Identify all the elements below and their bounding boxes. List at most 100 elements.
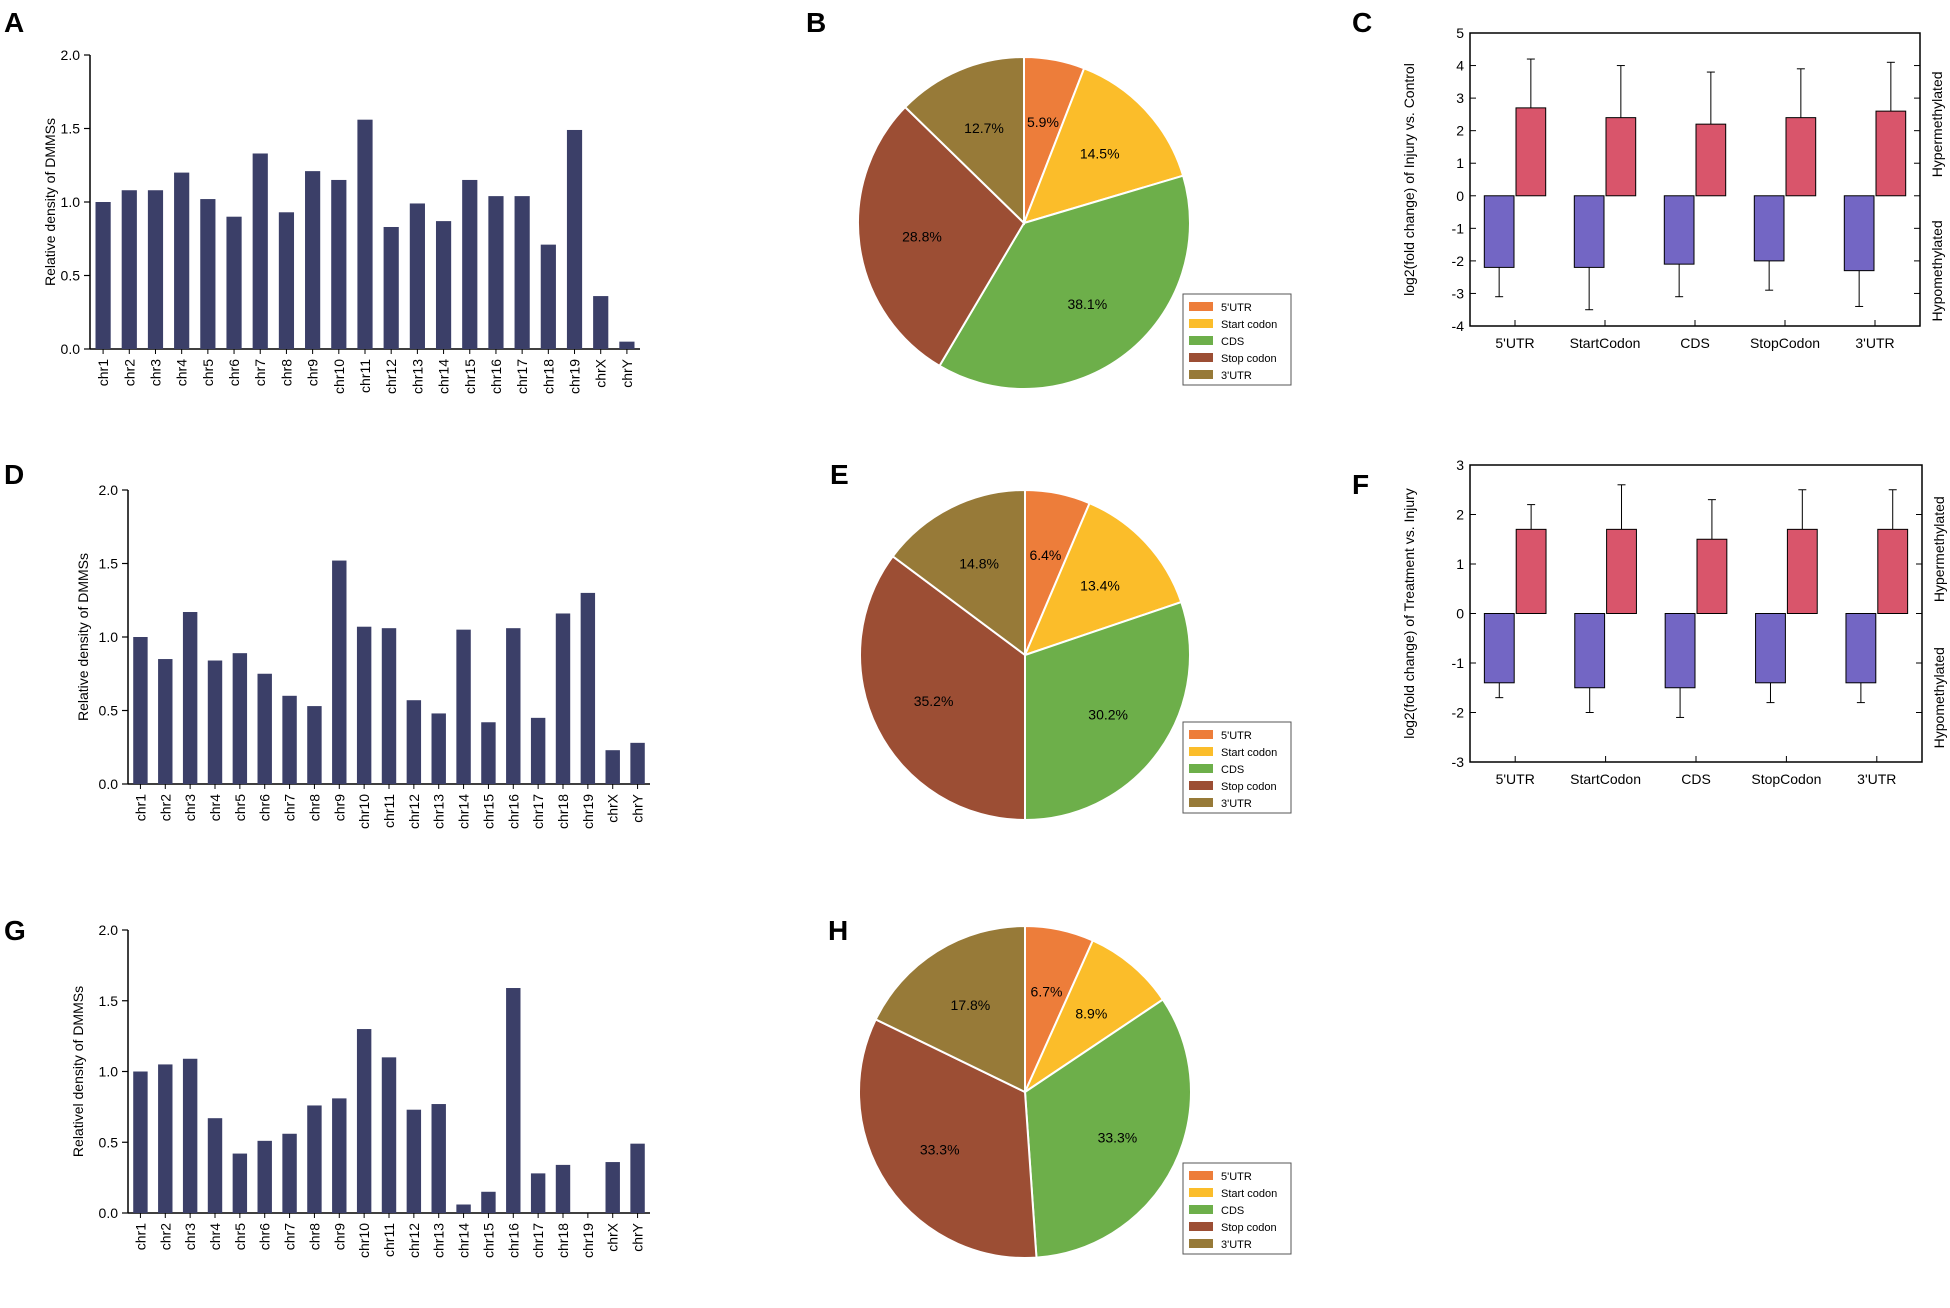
bar-chr19 [580,592,596,784]
panel-h: H 6.7% 8.9% 33.3% 33.3% 17.8% 5'UTR Start codon… [828,915,1292,1259]
x-tick-label-chr14: chr14 [456,794,472,829]
legend-swatch-start-codon [1189,747,1213,756]
bar-hypermethylated-cds [1696,538,1728,614]
x-tick-label-chr13: chr13 [431,1223,447,1258]
bar-chr5 [232,1153,248,1213]
legend-label-5-utr: 5'UTR [1221,730,1252,742]
y-tick-label: 2 [1456,507,1464,523]
diverging-bar-chart-f: -3 -2 -1 0 1 2 3 5'UTR StartCodon CDS StopCodon 3'U… [1401,457,1947,787]
x-tick-label-chr4: chr4 [207,1223,223,1250]
bar-chr15 [481,1191,496,1213]
pie-slice-start-codon [1022,66,1185,225]
pie-slice-3-utr [903,55,1025,226]
panel-g: G 0.0 0.5 1.0 1.5 2.0 chr1 chr2 chr3 chr4 chr5 chr6… [4,915,650,1258]
y-tick-label: -2 [1452,705,1465,721]
bar-chr4 [207,660,223,784]
bar-chrX [593,296,609,349]
bar-hypomethylated-5-utr [1483,195,1515,268]
y-tick-label: -3 [1452,285,1465,301]
bar-chr17 [514,196,530,349]
x-tick-label-chr9: chr9 [331,794,347,821]
legend-swatch-3-utr [1189,370,1213,379]
y-tick-label: 5 [1456,25,1464,41]
legend-label-3-utr: 3'UTR [1221,798,1252,810]
y-tick-label: -3 [1452,754,1465,770]
bar-chr18 [540,244,556,349]
bar-hypomethylated-5-utr [1483,613,1515,684]
legend-label-start-codon: Start codon [1221,747,1277,759]
x-tick-label-chr13: chr13 [409,359,425,394]
x-tick-label-chr5: chr5 [200,359,216,386]
x-tick-label-chr6: chr6 [226,359,242,386]
bar-hypermethylated-cds [1695,123,1727,197]
diverging-bar-chart-c: -4 -3 -2 -1 0 1 2 3 4 5 5'UTR StartCodon CDS StopCodo… [1401,25,1945,351]
bar-chr15 [462,179,478,349]
x-tick-label-chr4: chr4 [207,794,223,821]
pie-label-cds: 33.3% [1098,1129,1138,1145]
pie-slice-stop-codon [857,105,1026,368]
bar-hypomethylated-3-utr [1845,613,1877,684]
x-tick-label-chr7: chr7 [252,359,268,386]
pie-slice-stop-codon [859,554,1026,822]
legend-label-stop-codon: Stop codon [1221,353,1277,365]
bar-hypomethylated-cds [1663,195,1695,265]
x-tick-label-startcodon: StartCodon [1570,771,1641,787]
y-tick-label: 1.5 [61,121,81,137]
bar-chr16 [506,988,521,1213]
pie-chart-h: 6.7% 8.9% 33.3% 33.3% 17.8% 5'UTR Start codon C… [858,924,1292,1259]
x-tick-label-startcodon: StartCodon [1570,335,1641,351]
x-tick-label-chrX: chrX [593,358,609,387]
x-tick-label-chr8: chr8 [278,359,294,386]
bar-chr6 [226,216,242,349]
bar-chr17 [530,1173,546,1213]
bar-chr13 [431,1104,446,1213]
legend-label-start-codon: Start codon [1221,1188,1277,1200]
pie-slice-start-codon [1022,939,1165,1095]
bar-chr9 [305,171,321,349]
legend-label-3-utr: 3'UTR [1221,370,1252,382]
x-tick-label-chr2: chr2 [121,359,137,386]
x-tick-label-chr7: chr7 [282,1223,298,1250]
x-tick-label-chr2: chr2 [157,794,173,821]
bar-chr2 [158,1064,173,1213]
pie-label-stop-codon: 33.3% [920,1142,960,1158]
y-axis-title: Relative density of DMMSs [75,553,91,721]
y-tick-label: 0 [1456,606,1464,622]
x-tick-label-chr10: chr10 [331,359,347,394]
legend-label-5-utr: 5'UTR [1221,1171,1252,1183]
bar-hypermethylated-startcodon [1606,528,1637,614]
y-tick-label: -1 [1452,220,1465,236]
bar-chart-a: 0.0 0.5 1.0 1.5 2.0 chr1 chr2 chr3 chr4 chr5 chr6 c… [42,47,640,394]
y-axis-title: Relativel density of DMMSs [70,986,86,1157]
y-tick-label: 2.0 [61,47,81,63]
y-tick-label: 1.5 [99,993,119,1009]
pie-label-3-utr: 14.8% [959,556,999,572]
x-tick-label-chr15: chr15 [480,794,496,829]
bar-chr1 [133,637,148,784]
pie-slice-3-utr [874,924,1026,1094]
y-tick-label: 0.5 [99,703,119,719]
legend-label-cds: CDS [1221,764,1244,776]
bar-chr11 [357,119,373,350]
x-tick-label-chr17: chr17 [530,794,546,829]
legend: 5'UTR Start codon CDS Stop codon 3'UTR [1182,293,1292,386]
pie-label-stop-codon: 35.2% [914,693,954,709]
x-tick-label-3-utr: 3'UTR [1855,335,1894,351]
bar-chr7 [282,1133,297,1213]
pie-label-5-utr: 6.7% [1031,983,1063,999]
y-tick-label: 3 [1456,457,1464,473]
bar-chr14 [435,221,452,349]
bar-chart-d: 0.0 0.5 1.0 1.5 2.0 chr1 chr2 chr3 chr4 chr5 chr6 c… [75,482,650,829]
x-tick-label-chrY: chrY [630,1222,646,1251]
x-tick-label-chr12: chr12 [406,1223,422,1258]
pie-slice-cds [938,174,1191,390]
right-label-hypomethylated: Hypomethylated [1929,220,1945,321]
legend: 5'UTR Start codon CDS Stop codon 3'UTR [1182,1162,1292,1255]
bar-hypomethylated-startcodon [1574,613,1606,689]
panel-e: E 6.4% 13.4% 30.2% 35.2% 14.8% 5'UTR Start codo… [830,459,1292,822]
legend-label-stop-codon: Stop codon [1221,781,1277,793]
y-tick-label: 0.0 [99,1205,119,1221]
x-tick-label-chr11: chr11 [357,359,373,393]
x-tick-label-chr11: chr11 [381,1223,397,1257]
bar-chrX [605,1162,620,1213]
